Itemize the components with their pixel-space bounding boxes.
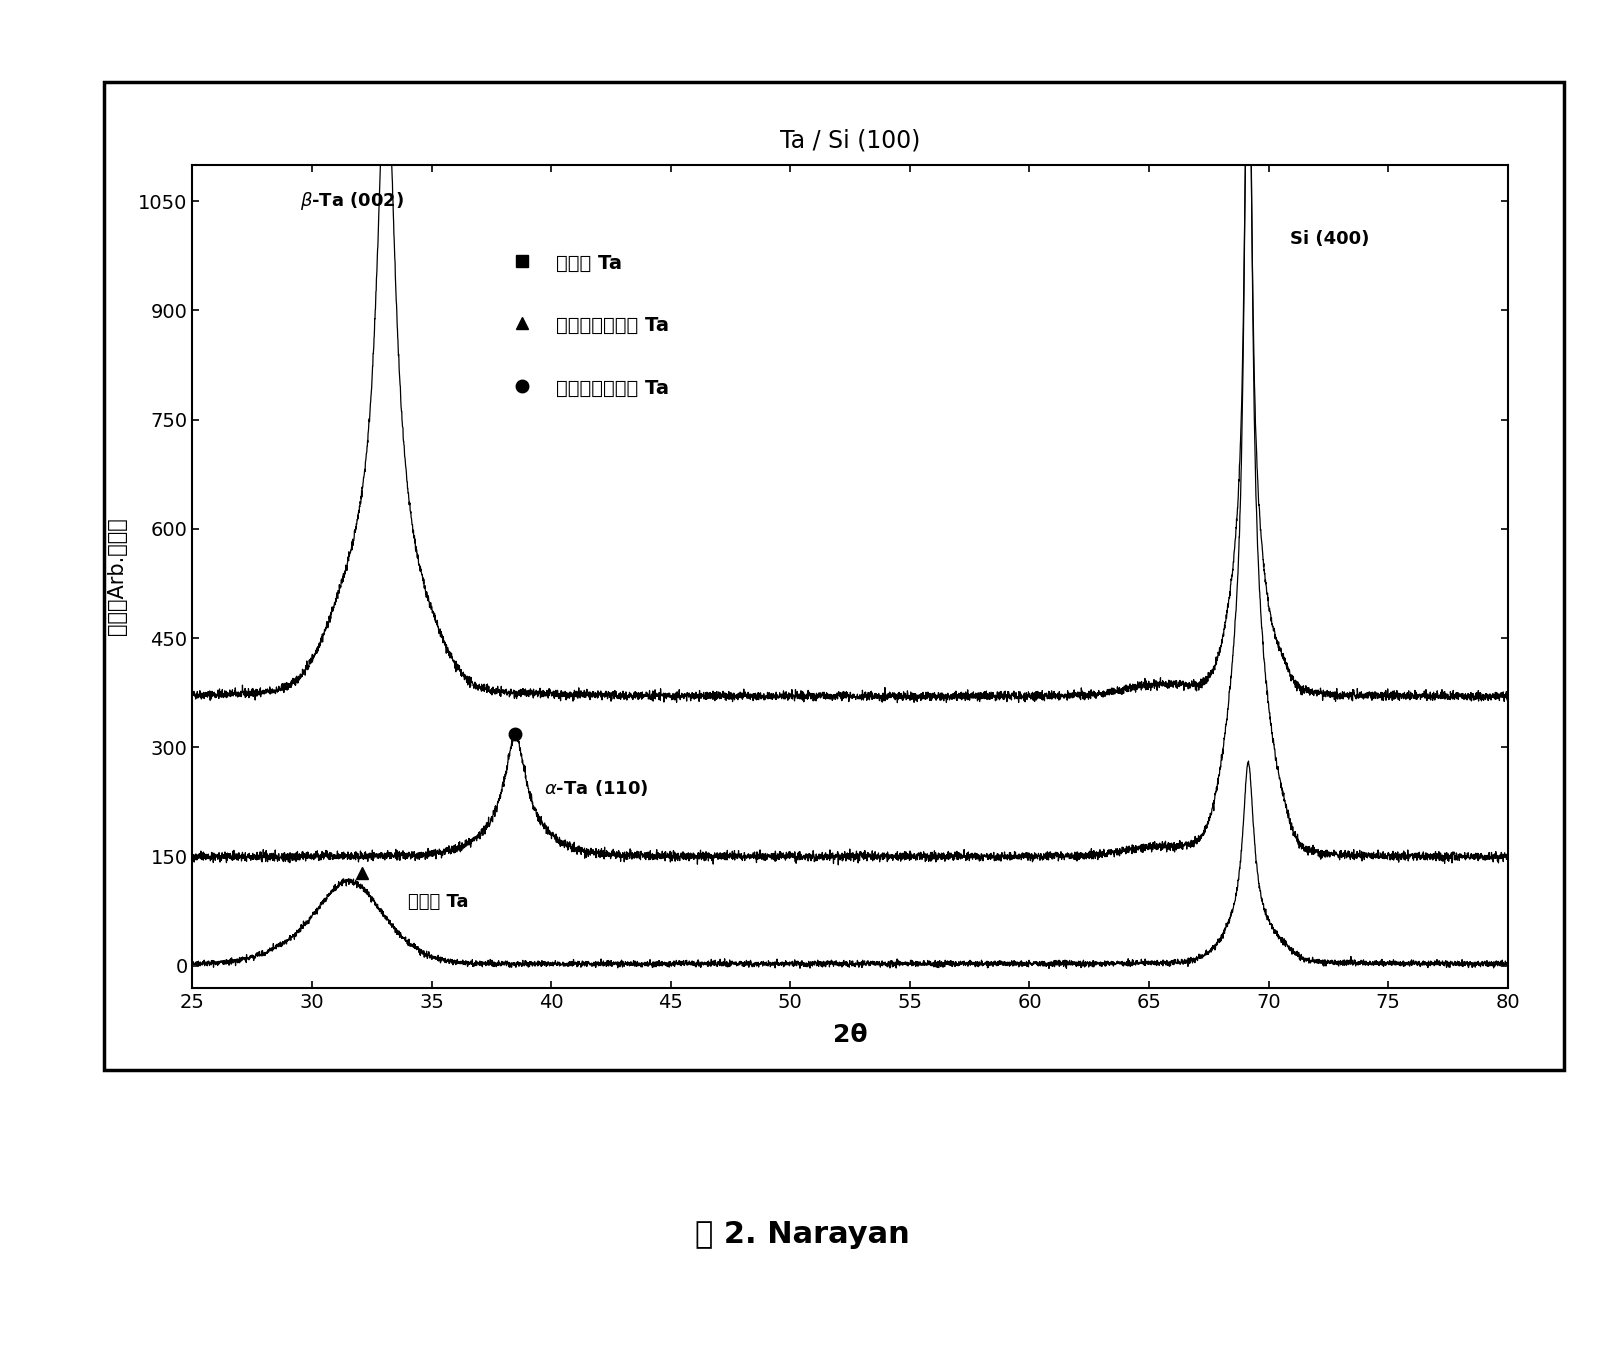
Text: $\beta$-Ta (002): $\beta$-Ta (002) [300, 189, 404, 213]
Y-axis label: 强度（Arb.单位）: 强度（Arb.单位） [107, 517, 127, 635]
Text: Si (400): Si (400) [1290, 230, 1370, 248]
Text: 脉冲激光淤积犄 Ta: 脉冲激光淤积犄 Ta [557, 379, 669, 398]
Title: Ta / Si (100): Ta / Si (100) [780, 129, 921, 152]
Text: $\alpha$-Ta (110): $\alpha$-Ta (110) [544, 778, 648, 799]
Text: 无定形 Ta: 无定形 Ta [407, 893, 468, 911]
Text: 滤射的 Ta: 滤射的 Ta [557, 254, 622, 273]
Text: 脉冲激光淤积的 Ta: 脉冲激光淤积的 Ta [557, 316, 669, 335]
Text: 图 2. Narayan: 图 2. Narayan [695, 1220, 909, 1250]
X-axis label: 2θ: 2θ [832, 1022, 868, 1047]
